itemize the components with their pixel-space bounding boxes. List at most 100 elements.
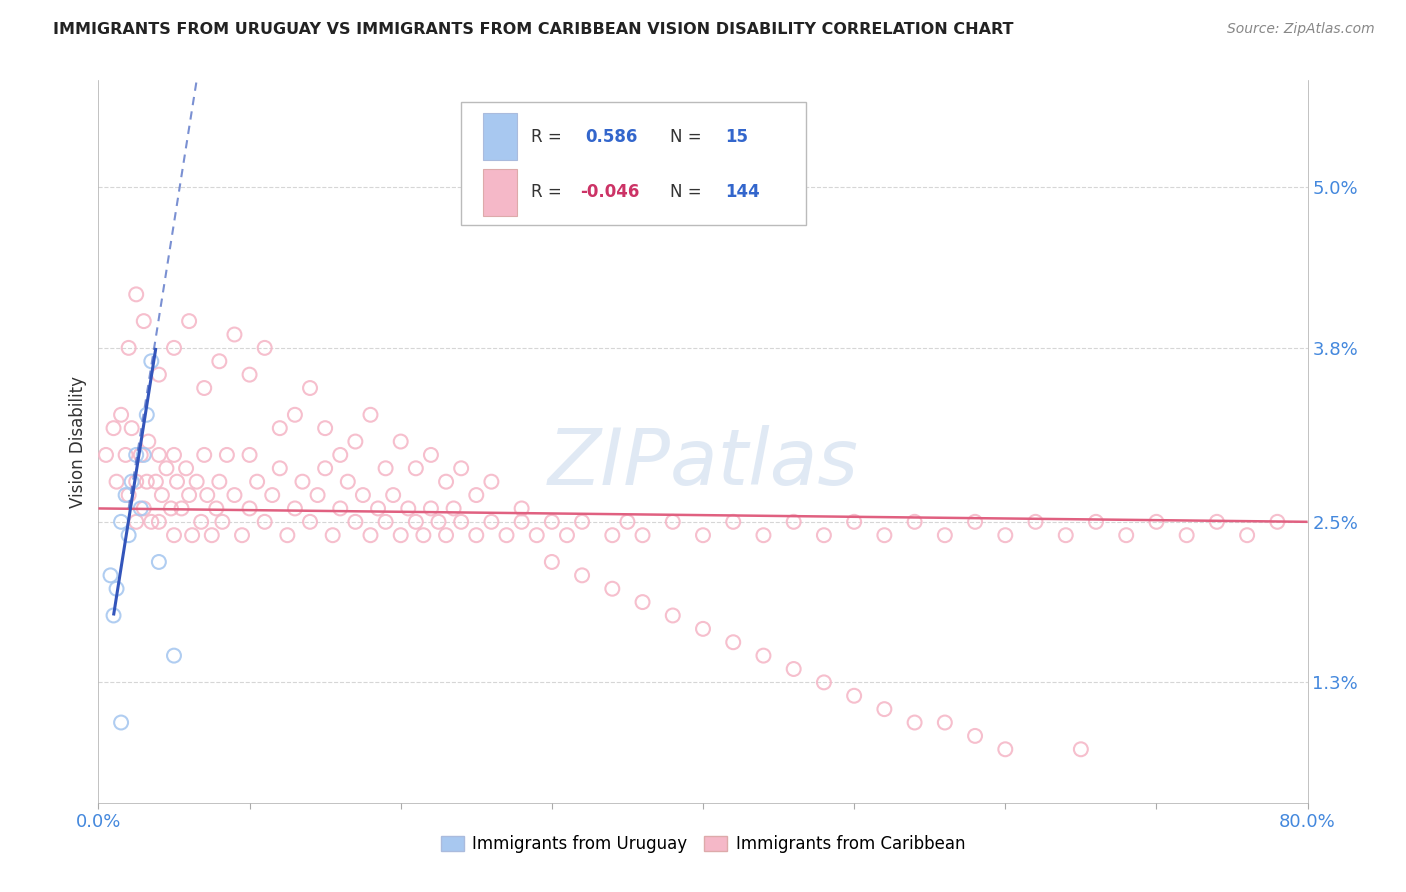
Point [160,501,183,516]
Point [284,408,307,422]
Point [322,528,344,542]
Point [150,488,173,502]
Point [179,488,201,502]
Point [571,568,593,582]
Point [692,528,714,542]
Point [224,327,246,342]
Point [540,515,562,529]
Point [239,448,262,462]
Point [125,515,148,529]
Point [100,568,122,582]
Point [239,368,262,382]
Point [118,488,141,502]
Point [163,648,186,663]
Point [94,448,117,462]
Point [284,501,307,516]
Point [405,461,427,475]
Point [1144,515,1167,529]
Point [132,314,155,328]
FancyBboxPatch shape [461,102,806,225]
Text: IMMIGRANTS FROM URUGUAY VS IMMIGRANTS FROM CARIBBEAN VISION DISABILITY CORRELATI: IMMIGRANTS FROM URUGUAY VS IMMIGRANTS FR… [53,22,1014,37]
Point [723,515,745,529]
Point [443,501,465,516]
Point [752,648,775,663]
Point [1175,528,1198,542]
Point [135,475,157,489]
Point [208,354,231,368]
Point [374,461,396,475]
Text: 0.586: 0.586 [586,128,638,145]
Point [253,341,276,355]
Point [163,528,186,542]
Point [352,488,374,502]
Point [396,501,419,516]
Point [148,515,170,529]
Point [190,515,212,529]
Point [145,475,167,489]
Point [510,501,533,516]
Point [1115,528,1137,542]
Point [181,528,204,542]
Text: ZIPatlas: ZIPatlas [547,425,859,501]
Point [783,662,806,676]
Point [163,341,186,355]
Point [276,528,298,542]
Point [661,608,683,623]
Point [374,515,396,529]
Point [344,434,367,449]
Point [661,515,683,529]
Point [994,528,1017,542]
Point [329,501,352,516]
Legend: Immigrants from Uruguay, Immigrants from Caribbean: Immigrants from Uruguay, Immigrants from… [434,828,972,860]
Text: 15: 15 [724,128,748,145]
Point [299,381,322,395]
Point [495,528,517,542]
Point [873,702,896,716]
Point [201,528,224,542]
Point [155,461,177,475]
Point [571,515,593,529]
Point [141,515,163,529]
Point [291,475,314,489]
Point [844,689,866,703]
Point [314,421,336,435]
Point [904,515,927,529]
Point [224,488,246,502]
Point [307,488,329,502]
Point [211,515,233,529]
Point [105,475,128,489]
Text: -0.046: -0.046 [579,183,640,202]
FancyBboxPatch shape [482,169,517,216]
Point [616,515,638,529]
Point [465,488,488,502]
Point [813,528,835,542]
Text: N =: N = [671,183,707,202]
Point [389,434,412,449]
Point [105,582,128,596]
Point [405,515,427,529]
Point [412,528,434,542]
Point [314,461,336,475]
Point [148,448,170,462]
Point [481,475,503,489]
Point [208,475,231,489]
Point [540,555,562,569]
Point [1070,742,1092,756]
Point [602,528,624,542]
Point [195,488,218,502]
Point [367,501,389,516]
Point [360,528,382,542]
Point [427,515,450,529]
Point [136,434,159,449]
Point [1054,528,1077,542]
Point [329,448,352,462]
Point [114,448,136,462]
Point [231,528,253,542]
Point [103,608,125,623]
Point [994,742,1017,756]
Point [450,461,472,475]
Text: Source: ZipAtlas.com: Source: ZipAtlas.com [1227,22,1375,37]
Point [110,408,132,422]
Point [299,515,322,529]
Point [555,528,578,542]
